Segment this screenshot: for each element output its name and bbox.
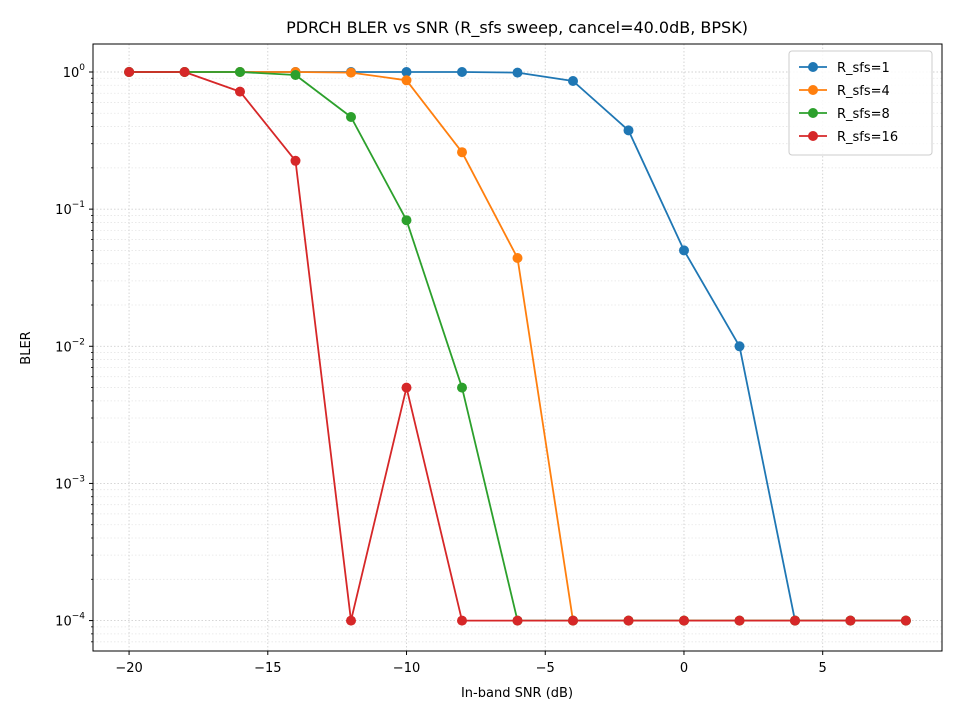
- y-tick-label: 10−2: [55, 337, 85, 355]
- data-point: [457, 67, 467, 77]
- data-point: [568, 76, 578, 86]
- data-point: [346, 112, 356, 122]
- data-point: [401, 382, 412, 393]
- x-tick-label: 5: [819, 661, 827, 676]
- data-point: [568, 615, 578, 626]
- legend-swatch-marker: [808, 108, 818, 118]
- legend-entry-label: R_sfs=1: [837, 61, 890, 76]
- data-point: [679, 245, 689, 256]
- data-point: [845, 615, 856, 626]
- data-point: [401, 67, 412, 77]
- data-point: [290, 155, 301, 166]
- data-point: [401, 75, 412, 86]
- x-tick-label: −10: [393, 661, 420, 676]
- data-point: [623, 615, 634, 626]
- x-tick-label: −15: [254, 661, 281, 676]
- data-point: [401, 215, 412, 226]
- data-point: [457, 147, 467, 158]
- data-point: [512, 615, 523, 626]
- y-axis-label: BLER: [19, 331, 34, 364]
- legend-box: [788, 50, 933, 156]
- data-point: [900, 615, 911, 626]
- chart-title: PDRCH BLER vs SNR (R_sfs sweep, cancel=4…: [286, 18, 748, 38]
- data-point: [623, 125, 634, 136]
- y-tick-label: 10−4: [55, 612, 85, 630]
- plot-frame: [92, 43, 943, 652]
- axis-ticks: 10−4 10−3 10−2 10−1 100 −20 −15 −10 −5 0 5: [55, 63, 827, 676]
- data-point: [235, 67, 245, 77]
- data-point: [734, 341, 745, 352]
- data-point: [179, 67, 190, 77]
- data-point: [124, 67, 135, 77]
- legend-entry-label: R_sfs=16: [837, 130, 898, 145]
- x-tick-label: −20: [115, 661, 142, 676]
- x-tick-label: −5: [536, 661, 555, 676]
- legend-swatch-marker: [808, 85, 818, 95]
- data-point: [512, 253, 523, 263]
- legend-swatch-marker: [808, 131, 818, 141]
- data-point: [235, 86, 245, 97]
- legend: R_sfs=1 R_sfs=4 R_sfs=8 R_sfs=16: [788, 50, 933, 156]
- data-point: [457, 382, 467, 393]
- data-point: [790, 615, 800, 626]
- plot-series: [124, 67, 911, 626]
- data-point: [512, 67, 523, 78]
- data-point: [346, 67, 356, 78]
- y-tick-label: 100: [63, 63, 86, 81]
- legend-entry-label: R_sfs=8: [837, 107, 890, 122]
- x-axis-label: In-band SNR (dB): [461, 686, 573, 701]
- y-tick-label: 10−1: [55, 200, 85, 218]
- y-tick-label: 10−3: [55, 474, 85, 492]
- data-point: [679, 615, 689, 626]
- data-point: [734, 615, 745, 626]
- x-tick-label: 0: [680, 661, 688, 676]
- data-point: [290, 70, 301, 80]
- data-point: [457, 615, 467, 626]
- legend-swatch-marker: [808, 62, 818, 72]
- data-point: [346, 615, 356, 626]
- legend-entry-label: R_sfs=4: [837, 84, 890, 99]
